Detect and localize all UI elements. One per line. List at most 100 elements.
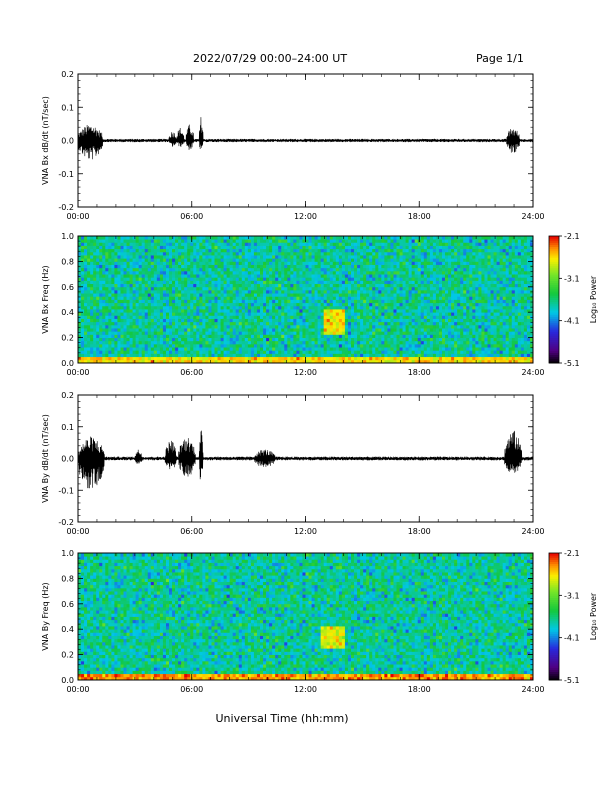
- spectrogram-cell: [90, 283, 94, 288]
- spectrogram-cell: [165, 286, 170, 291]
- spectrogram-cell: [193, 331, 197, 335]
- spectrogram-cell: [269, 261, 273, 265]
- spectrogram-cell: [387, 305, 391, 310]
- spectrogram-cell: [299, 324, 303, 329]
- spectrogram-cell: [178, 350, 182, 354]
- spectrogram-cell: [199, 328, 203, 332]
- spectrogram-cell: [132, 321, 137, 326]
- spectrogram-cell: [144, 328, 149, 332]
- spectrogram-cell: [314, 343, 319, 348]
- spectrogram-cell: [175, 283, 179, 288]
- spectrogram-cell: [141, 312, 146, 316]
- spectrogram-cell: [351, 337, 355, 342]
- spectrogram-cell: [217, 324, 221, 329]
- spectrogram-cell: [266, 356, 270, 361]
- spectrogram-cell: [317, 315, 322, 319]
- spectrogram-cell: [211, 289, 215, 294]
- spectrogram-cell: [335, 280, 340, 285]
- spectrogram-cell: [347, 248, 352, 253]
- spectrogram-cell: [357, 299, 361, 304]
- spectrogram-cell: [423, 343, 428, 348]
- spectrogram-cell: [108, 343, 112, 348]
- spectrogram-cell: [81, 239, 85, 243]
- spectrogram-cell: [153, 296, 158, 300]
- spectrogram-cell: [235, 242, 240, 246]
- spectrogram-cell: [308, 328, 312, 332]
- spectrogram-cell: [90, 261, 94, 265]
- spectrogram-cell: [278, 286, 282, 291]
- spectrogram-cell: [132, 258, 137, 262]
- spectrogram-cell: [429, 343, 434, 348]
- spectrogram-cell: [293, 248, 297, 253]
- spectrogram-cell: [153, 258, 158, 262]
- spectrogram-cell: [105, 302, 109, 307]
- spectrogram-cell: [114, 324, 118, 329]
- spectrogram-cell: [181, 267, 185, 272]
- spectrogram-cell: [429, 353, 434, 358]
- spectrogram-cell: [147, 312, 152, 316]
- spectrogram-cell: [435, 343, 440, 348]
- spectrogram-cell: [405, 343, 410, 348]
- spectrogram-cell: [232, 293, 237, 297]
- spectrogram-cell: [332, 258, 337, 262]
- spectrogram-cell: [229, 251, 234, 256]
- spectrogram-cell: [220, 258, 224, 262]
- spectrogram-cell: [214, 289, 218, 294]
- spectrogram-cell: [123, 248, 127, 253]
- spectrogram-cell: [244, 305, 249, 310]
- spectrogram-cell: [454, 343, 458, 348]
- spectrogram-cell: [144, 353, 149, 358]
- spectrogram-cell: [153, 340, 158, 345]
- spectrogram-cell: [235, 302, 240, 307]
- spectrogram-cell: [387, 324, 391, 329]
- spectrogram-cell: [159, 324, 164, 329]
- spectrogram-cell: [326, 350, 331, 354]
- spectrogram-cell: [205, 258, 209, 262]
- spectrogram-cell: [396, 289, 400, 294]
- spectrogram-cell: [347, 305, 352, 310]
- spectrogram-cell: [332, 359, 337, 364]
- spectrogram-cell: [405, 258, 410, 262]
- spectrogram-cell: [326, 258, 331, 262]
- spectrogram-cell: [438, 296, 443, 300]
- spectrogram-cell: [244, 239, 249, 243]
- spectrogram-cell: [281, 334, 285, 338]
- spectrogram-cell: [99, 274, 103, 278]
- spectrogram-cell: [387, 251, 391, 256]
- spectrogram-cell: [296, 289, 300, 294]
- spectrogram-cell: [351, 328, 355, 332]
- spectrogram-cell: [326, 236, 331, 240]
- spectrogram-cell: [408, 239, 413, 243]
- spectrogram-cell: [108, 274, 112, 278]
- spectrogram-cell: [102, 312, 106, 316]
- spectrogram-cell: [253, 340, 258, 345]
- spectrogram-cell: [165, 267, 170, 272]
- spectrogram-cell: [199, 318, 203, 323]
- spectrogram-cell: [193, 305, 197, 310]
- spectrogram-cell: [381, 324, 385, 329]
- spectrogram-cell: [387, 340, 391, 345]
- spectrogram-cell: [144, 302, 149, 307]
- spectrogram-cell: [260, 245, 264, 250]
- spectrogram-cell: [202, 353, 206, 358]
- spectrogram-cell: [369, 321, 373, 326]
- spectrogram-cell: [266, 309, 270, 313]
- spectrogram-cell: [250, 328, 255, 332]
- spectrogram-cell: [220, 309, 224, 313]
- spectrogram-cell: [105, 248, 109, 253]
- spectrogram-cell: [193, 248, 197, 253]
- spectrogram-cell: [253, 286, 258, 291]
- spectrogram-cell: [299, 321, 303, 326]
- spectrogram-cell: [451, 270, 455, 275]
- spectrogram-cell: [232, 274, 237, 278]
- spectrogram-cell: [445, 324, 449, 329]
- spectrogram-cell: [420, 264, 425, 269]
- spectrogram-cell: [451, 347, 455, 351]
- spectrogram-cell: [172, 302, 176, 307]
- spectrogram-cell: [153, 305, 158, 310]
- spectrogram-cell: [169, 261, 173, 265]
- spectrogram-cell: [211, 356, 215, 361]
- spectrogram-cell: [241, 267, 246, 272]
- spectrogram-cell: [120, 315, 124, 319]
